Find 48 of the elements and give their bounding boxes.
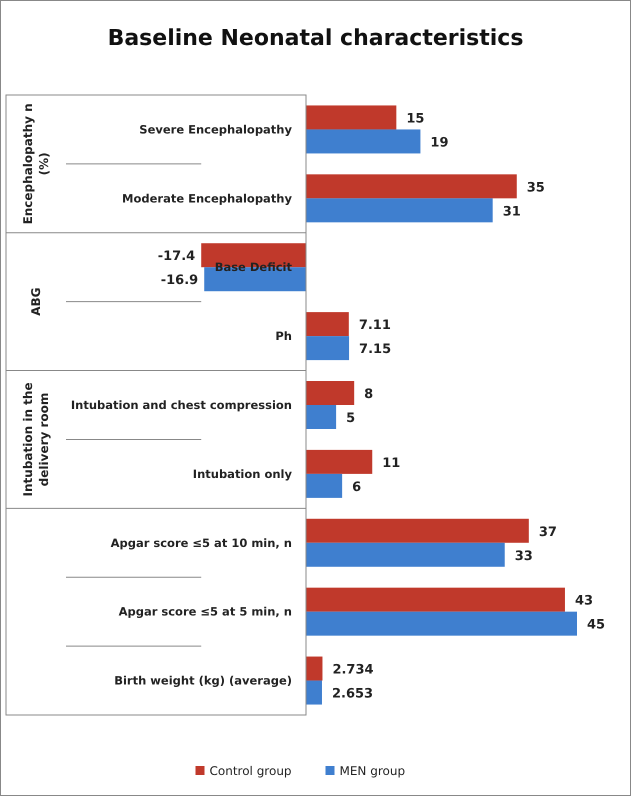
bar [306, 656, 322, 681]
data-label: 8 [364, 387, 374, 402]
y-tick-label: Birth weight (kg) (average) [114, 674, 292, 688]
y-tick-label: Apgar score ≤5 at 5 min, n [118, 604, 292, 619]
bar [306, 518, 529, 543]
bar [306, 680, 322, 705]
chart-title: Baseline Neonatal characteristics [108, 26, 524, 51]
text: Intubation in the delivery room [21, 382, 51, 496]
text: ABG [29, 288, 43, 316]
bar [306, 198, 493, 222]
data-label: 35 [526, 180, 545, 196]
y-tick-label: Moderate Encephalopathy [122, 191, 292, 206]
y-tick-label: Intubation only [192, 466, 292, 481]
y-tick-label: Severe Encephalopathy [139, 122, 292, 136]
data-label: 37 [538, 524, 557, 540]
data-label: 19 [430, 135, 449, 150]
y-tick-label: Apgar score ≤5 at 10 min, n [110, 536, 292, 550]
data-label: 11 [382, 456, 400, 471]
data-label: -17.4 [158, 249, 196, 264]
data-label: 5 [346, 411, 356, 426]
data-label: 2.734 [332, 662, 374, 678]
bar [306, 405, 336, 429]
text: Encephalopathy n (%) [21, 103, 51, 224]
bar [306, 542, 505, 567]
bar [306, 381, 354, 405]
data-label: 7.15 [359, 342, 392, 358]
data-label: 33 [514, 548, 533, 564]
data-label: 43 [574, 594, 594, 609]
bar [306, 612, 577, 636]
bar [306, 105, 396, 130]
bar [306, 450, 372, 474]
data-label: 15 [406, 111, 424, 126]
bar [306, 588, 565, 612]
data-label: -16.9 [160, 273, 198, 288]
bar [306, 312, 349, 336]
y-tick-label: Ph [275, 329, 292, 344]
bar [306, 474, 342, 498]
bar [306, 129, 420, 154]
bar [306, 336, 350, 360]
bar [306, 174, 517, 198]
legend-label: MEN group [340, 764, 406, 778]
data-label: 2.653 [332, 686, 374, 702]
legend-label: Control group [210, 764, 292, 778]
data-label: 7.11 [358, 318, 391, 334]
y-tick-label: Intubation and chest compression [70, 398, 292, 412]
data-label: 31 [502, 204, 521, 220]
data-label: 45 [587, 618, 606, 633]
data-label: 6 [352, 480, 362, 495]
